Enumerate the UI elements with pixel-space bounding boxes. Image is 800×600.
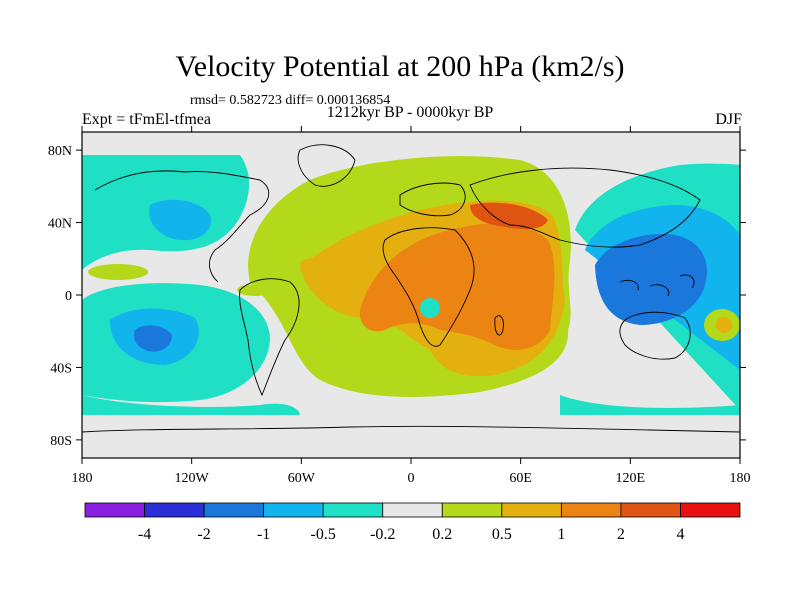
colorbar-swatch (441, 502, 503, 518)
sp-negative-level3 (133, 325, 172, 352)
colorbar-label: 2 (617, 526, 625, 543)
central-pacific-positive-spot (237, 284, 273, 296)
plot-title: Velocity Potential at 200 hPa (km2/s) (175, 50, 625, 83)
colorbar-swatch (263, 502, 324, 518)
colorbar-swatch (560, 502, 622, 518)
lon-tick-label: 180 (72, 471, 93, 486)
colorbar-label: 1 (557, 526, 565, 543)
pacific-positive-spot (88, 264, 148, 280)
longitude-axis: 180 120W 60W 0 60E 120E 180 (72, 126, 751, 486)
lon-tick-label: 120E (616, 471, 646, 486)
lat-tick-label: 40S (50, 361, 72, 376)
colorbar-swatch (84, 502, 145, 518)
positive-region-level3 (359, 223, 555, 350)
colorbar-swatch (203, 502, 265, 518)
lat-tick-label: 80N (48, 144, 72, 159)
colorbar-swatch (322, 502, 384, 518)
australia-negative-band (560, 395, 740, 415)
greenland-coast (297, 144, 356, 187)
madagascar-coast (494, 315, 504, 336)
lon-tick-label: 120W (175, 471, 210, 486)
lat-tick-label: 0 (65, 289, 72, 304)
colorbar-label: 0.5 (492, 526, 512, 543)
experiment-label: Expt = tFmEl-tfmea (82, 111, 211, 128)
australia-coast (619, 311, 691, 360)
colorbar-label: 0.2 (432, 526, 452, 543)
colorbar-label: -0.5 (311, 526, 336, 543)
contour-field (82, 132, 740, 458)
colorbar-label: -2 (197, 526, 210, 543)
antarctica-coast (82, 425, 740, 433)
colorbar: -4 -2 -1 -0.5 -0.2 0.2 0.5 1 2 4 (84, 502, 741, 543)
lat-tick-label: 40N (48, 217, 72, 232)
maritime-islands (619, 274, 695, 297)
east-pacific-positive-spot-inner (716, 317, 732, 333)
africa-coast (382, 227, 475, 347)
colorbar-swatch (501, 502, 562, 518)
colorbar-swatch (382, 502, 443, 518)
colorbar-label: -0.2 (370, 526, 395, 543)
coastlines (82, 144, 740, 433)
colorbar-swatch (620, 502, 681, 518)
colorbar-swatch (144, 502, 205, 518)
asia-coast (469, 167, 701, 248)
south-atlantic-neutral-hole (420, 298, 440, 318)
period-label: 1212kyr BP - 0000kyr BP (326, 104, 494, 121)
north-america-coast (94, 170, 270, 283)
southern-negative-band (82, 395, 300, 415)
lon-tick-label: 60W (288, 471, 316, 486)
europe-coast (399, 182, 466, 217)
colorbar-label: -1 (257, 526, 270, 543)
negative-region-level3 (595, 234, 707, 325)
latitude-axis: 80N 40N 0 40S 80S (48, 144, 746, 449)
west-atlantic-positive-spot (300, 258, 324, 270)
na-negative-level2 (149, 199, 211, 241)
colorbar-label: -4 (138, 526, 151, 543)
stats-text: rmsd= 0.582723 diff= 0.000136854 (190, 93, 391, 108)
positive-region-level4 (470, 202, 548, 230)
lon-tick-label: 0 (408, 471, 415, 486)
lon-tick-label: 60E (509, 471, 532, 486)
lat-tick-label: 80S (50, 434, 72, 449)
colorbar-swatch (680, 502, 741, 518)
colorbar-label: 4 (676, 526, 684, 543)
south-america-coast (239, 278, 300, 397)
season-label: DJF (715, 111, 742, 128)
lon-tick-label: 180 (730, 471, 751, 486)
